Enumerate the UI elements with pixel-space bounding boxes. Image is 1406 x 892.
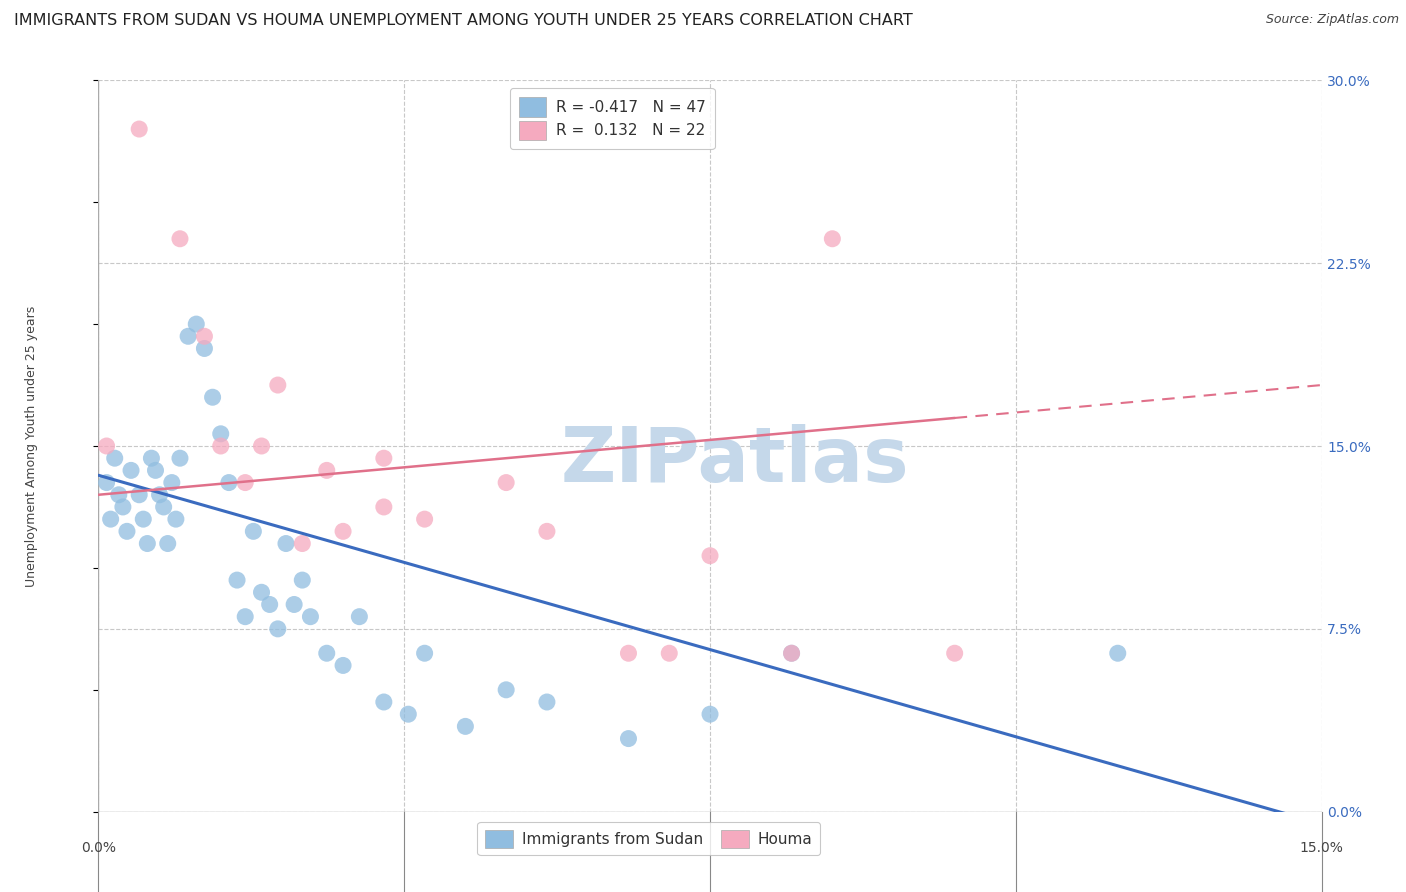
Point bbox=[201, 390, 224, 404]
Point bbox=[943, 646, 966, 660]
Point bbox=[115, 524, 138, 539]
Point bbox=[349, 609, 371, 624]
Point bbox=[169, 451, 191, 466]
Point bbox=[149, 488, 172, 502]
Point bbox=[233, 475, 256, 490]
Point bbox=[177, 329, 200, 343]
Point bbox=[141, 451, 163, 466]
Point bbox=[209, 439, 232, 453]
Legend: Immigrants from Sudan, Houma: Immigrants from Sudan, Houma bbox=[478, 822, 820, 855]
Point bbox=[259, 598, 281, 612]
Point bbox=[136, 536, 159, 550]
Point bbox=[96, 439, 118, 453]
Point bbox=[332, 658, 354, 673]
Point bbox=[132, 512, 155, 526]
Point bbox=[821, 232, 844, 246]
Point bbox=[250, 439, 273, 453]
Point bbox=[373, 500, 395, 514]
Point bbox=[315, 646, 337, 660]
Text: 0.0%: 0.0% bbox=[82, 841, 115, 855]
Point bbox=[315, 463, 337, 477]
Point bbox=[108, 488, 131, 502]
Point bbox=[283, 598, 305, 612]
Point bbox=[145, 463, 167, 477]
Point bbox=[536, 524, 558, 539]
Point bbox=[291, 573, 314, 587]
Point bbox=[218, 475, 240, 490]
Point bbox=[658, 646, 681, 660]
Text: ZIPatlas: ZIPatlas bbox=[560, 424, 908, 498]
Point bbox=[373, 695, 395, 709]
Point bbox=[128, 488, 150, 502]
Point bbox=[242, 524, 264, 539]
Point bbox=[617, 646, 640, 660]
Point bbox=[169, 232, 191, 246]
Point bbox=[699, 549, 721, 563]
Point bbox=[152, 500, 174, 514]
Point bbox=[536, 695, 558, 709]
Point bbox=[1107, 646, 1129, 660]
Text: Source: ZipAtlas.com: Source: ZipAtlas.com bbox=[1265, 13, 1399, 27]
Point bbox=[100, 512, 122, 526]
Point bbox=[617, 731, 640, 746]
Point bbox=[111, 500, 134, 514]
Point bbox=[413, 512, 436, 526]
Point bbox=[274, 536, 297, 550]
Point bbox=[299, 609, 322, 624]
Text: IMMIGRANTS FROM SUDAN VS HOUMA UNEMPLOYMENT AMONG YOUTH UNDER 25 YEARS CORRELATI: IMMIGRANTS FROM SUDAN VS HOUMA UNEMPLOYM… bbox=[14, 13, 912, 29]
Point bbox=[495, 475, 517, 490]
Point bbox=[780, 646, 803, 660]
Point bbox=[186, 317, 208, 331]
Point bbox=[291, 536, 314, 550]
Point bbox=[156, 536, 179, 550]
Point bbox=[233, 609, 256, 624]
Point bbox=[495, 682, 517, 697]
Point bbox=[165, 512, 187, 526]
Point bbox=[250, 585, 273, 599]
Point bbox=[209, 426, 232, 441]
Point bbox=[454, 719, 477, 733]
Point bbox=[267, 622, 290, 636]
Point bbox=[373, 451, 395, 466]
Point bbox=[332, 524, 354, 539]
Point bbox=[96, 475, 118, 490]
Point bbox=[413, 646, 436, 660]
Point bbox=[780, 646, 803, 660]
Point bbox=[128, 122, 150, 136]
Point bbox=[226, 573, 249, 587]
Point bbox=[699, 707, 721, 722]
Text: Unemployment Among Youth under 25 years: Unemployment Among Youth under 25 years bbox=[25, 305, 38, 587]
Point bbox=[396, 707, 419, 722]
Point bbox=[267, 378, 290, 392]
Point bbox=[104, 451, 127, 466]
Text: 15.0%: 15.0% bbox=[1299, 841, 1344, 855]
Point bbox=[193, 342, 215, 356]
Point bbox=[160, 475, 183, 490]
Point bbox=[193, 329, 215, 343]
Point bbox=[120, 463, 142, 477]
